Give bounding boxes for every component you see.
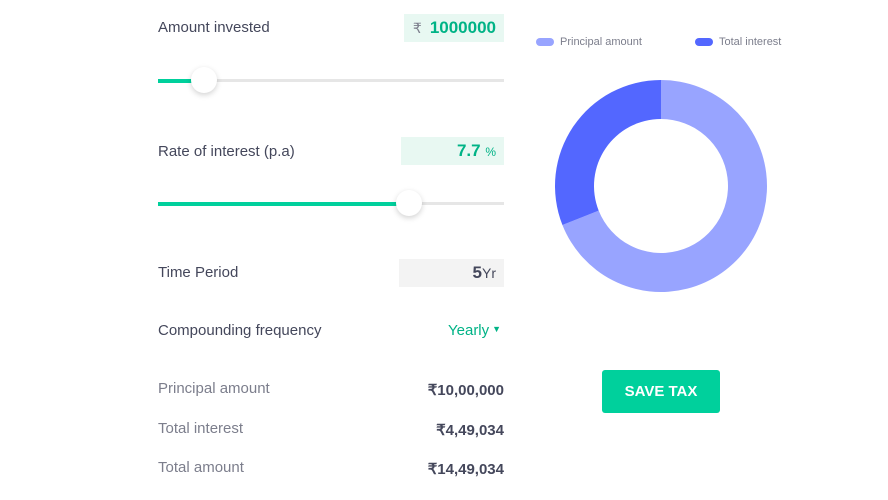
year-unit: Yr: [482, 265, 496, 281]
legend-text: Total interest: [719, 36, 782, 48]
rate-value: 7.7: [456, 141, 481, 160]
interest-value: ₹4,49,034: [436, 422, 504, 439]
interest-label: Total interest: [158, 420, 244, 437]
principal-label: Principal amount: [158, 380, 270, 397]
chevron-down-icon: ▼: [492, 324, 502, 334]
legend-swatch-interest: [695, 38, 713, 46]
amount-slider[interactable]: [158, 67, 504, 93]
rate-slider-fill: [158, 201, 409, 206]
total-label: Total amount: [158, 459, 244, 476]
rate-slider[interactable]: [158, 190, 504, 216]
period-value: 5: [472, 263, 482, 282]
rate-slider-handle[interactable]: [395, 190, 422, 216]
rate-label: Rate of interest (p.a): [158, 143, 295, 160]
donut-slice-principal: [562, 80, 767, 292]
total-value: ₹14,49,034: [427, 461, 504, 478]
period-input[interactable]: 5Yr: [399, 259, 504, 287]
legend-text: Principal amount: [560, 36, 642, 48]
period-label: Time Period: [158, 264, 239, 281]
frequency-value: Yearly: [448, 322, 490, 339]
percent-unit: %: [485, 145, 496, 159]
amount-value: 1000000: [429, 18, 496, 37]
legend-principal: Principal amount: [536, 36, 642, 48]
donut-slice-interest: [555, 80, 661, 225]
frequency-dropdown[interactable]: Yearly ▼: [448, 322, 501, 339]
principal-value: ₹10,00,000: [427, 382, 504, 399]
amount-slider-handle[interactable]: [191, 67, 218, 93]
donut-chart: [555, 80, 767, 292]
legend-interest: Total interest: [695, 36, 781, 48]
rate-input[interactable]: 7.7 %: [401, 137, 504, 165]
save-tax-button[interactable]: SAVE TAX: [602, 370, 720, 413]
amount-slider-fill: [158, 78, 205, 83]
legend-swatch-principal: [536, 38, 554, 46]
amount-label: Amount invested: [158, 19, 270, 36]
amount-input[interactable]: ₹1000000: [404, 14, 504, 42]
rupee-symbol: ₹: [412, 20, 422, 36]
frequency-label: Compounding frequency: [158, 322, 322, 339]
